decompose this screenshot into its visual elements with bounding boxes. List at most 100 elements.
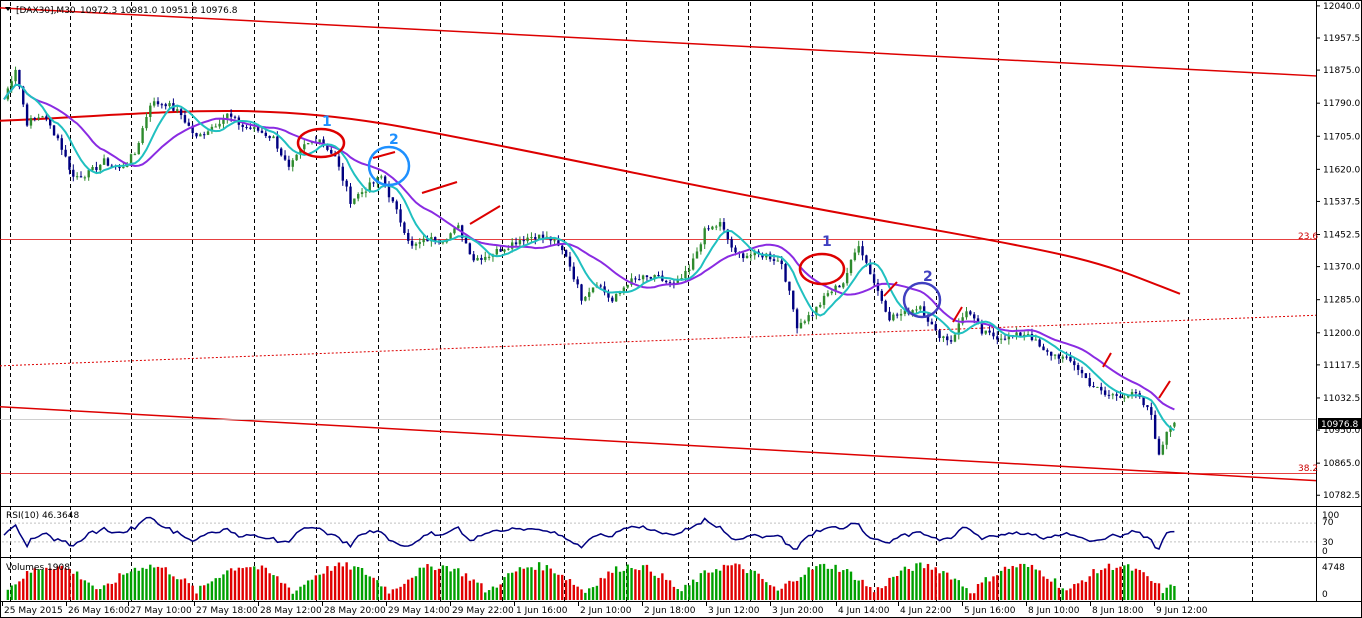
time-tick-label: 4 Jun 22:00 — [900, 606, 952, 616]
candle-body — [468, 243, 472, 255]
candle-body — [337, 156, 341, 167]
candle-body — [187, 122, 190, 126]
price-tick-label: 11285.0 — [1323, 296, 1360, 306]
candle-body — [368, 182, 371, 192]
candle-body — [742, 253, 745, 259]
candle-body — [1019, 332, 1022, 337]
candle-body — [865, 255, 868, 263]
candle-body — [226, 113, 229, 119]
candle-body — [638, 279, 641, 281]
candle-body — [357, 194, 360, 199]
candle-body — [857, 246, 860, 253]
time-tick-label: 29 May 22:00 — [452, 606, 514, 616]
candle-body — [688, 269, 691, 271]
candle-body — [149, 105, 152, 118]
candle-body — [892, 314, 895, 321]
price-tick-label: 11370.0 — [1323, 263, 1360, 273]
candle-body — [568, 256, 572, 267]
candle-body — [884, 300, 887, 312]
candle-body — [803, 321, 806, 323]
time-tick-label: 27 May 10:00 — [130, 606, 192, 616]
candle-body — [37, 117, 40, 119]
candle-body — [953, 334, 957, 342]
candle-body — [41, 116, 44, 118]
candle-body — [133, 154, 137, 156]
candle-body — [29, 118, 33, 126]
candle-body — [1076, 365, 1080, 370]
candle-body — [45, 116, 48, 119]
candle-body — [522, 240, 525, 242]
candle-body — [395, 201, 398, 210]
candle-body — [79, 176, 83, 178]
candle-body — [1073, 361, 1076, 366]
candle-body — [152, 101, 156, 106]
price-tick-label: 11537.5 — [1323, 197, 1360, 207]
time-tick-label: 27 May 18:00 — [196, 606, 258, 616]
candle-body — [676, 279, 679, 285]
candle-body — [514, 242, 518, 245]
channel-upper-line — [0, 7, 1317, 77]
candle-body — [360, 192, 364, 195]
candle-body — [707, 228, 710, 230]
candle-body — [183, 115, 187, 123]
candle-body — [938, 330, 941, 339]
candle-body — [141, 128, 144, 143]
candle-body — [229, 113, 233, 117]
candle-body — [95, 167, 98, 171]
candle-body — [1034, 339, 1037, 341]
candle-body — [572, 266, 575, 280]
candle-body — [622, 287, 626, 292]
candle-body — [1026, 334, 1030, 336]
candle-body — [749, 255, 753, 257]
time-tick-label: 9 Jun 12:00 — [1156, 606, 1208, 616]
candle-body — [10, 81, 13, 89]
candle-body — [507, 248, 510, 250]
candle-body — [1061, 356, 1064, 359]
candle-body — [961, 317, 964, 324]
candle-body — [299, 149, 302, 155]
fibo-23-label: 23.6 — [1298, 232, 1318, 242]
candle-body — [110, 165, 113, 167]
candle-body — [499, 249, 502, 252]
candle-body — [487, 256, 491, 258]
candle-body — [784, 264, 787, 282]
time-tick-label: 2 Jun 18:00 — [644, 606, 696, 616]
candle-body — [1038, 339, 1041, 347]
time-tick-label: 5 Jun 16:00 — [964, 606, 1016, 616]
candle-body — [1069, 356, 1072, 362]
candle-body — [899, 313, 903, 316]
candle-body — [102, 158, 106, 165]
candle-body — [934, 324, 937, 331]
candle-body — [919, 306, 922, 310]
candle-body — [788, 281, 791, 291]
candle-body — [888, 311, 891, 321]
candle-body — [691, 258, 695, 270]
price-tick-label: 11790.0 — [1323, 99, 1360, 109]
candle-body — [534, 237, 537, 239]
candle-body — [430, 237, 433, 242]
candle-body — [283, 155, 287, 160]
candle-body — [745, 255, 749, 259]
dropdown-triangle-icon[interactable] — [5, 7, 11, 11]
candle-body — [1103, 390, 1107, 395]
candle-body — [588, 292, 591, 297]
candle-body — [896, 314, 899, 316]
candle-body — [441, 242, 445, 244]
price-tick-label: 11452.5 — [1323, 231, 1360, 241]
candle-body — [853, 252, 857, 260]
candle-body — [942, 336, 945, 339]
candle-body — [303, 144, 306, 150]
marker-number-2b: 2 — [923, 269, 933, 285]
volume-tick-zero: 0 — [1322, 590, 1328, 600]
candle-body — [842, 283, 845, 288]
marker-number-2a: 2 — [389, 132, 399, 148]
candle-body — [668, 282, 672, 284]
candle-body — [295, 154, 298, 161]
candle-body — [106, 158, 110, 166]
candle-body — [326, 144, 329, 150]
candle-body — [811, 315, 814, 317]
candle-body — [49, 118, 52, 126]
rsi-tick-0: 0 — [1322, 547, 1328, 557]
candle-body — [830, 291, 833, 294]
